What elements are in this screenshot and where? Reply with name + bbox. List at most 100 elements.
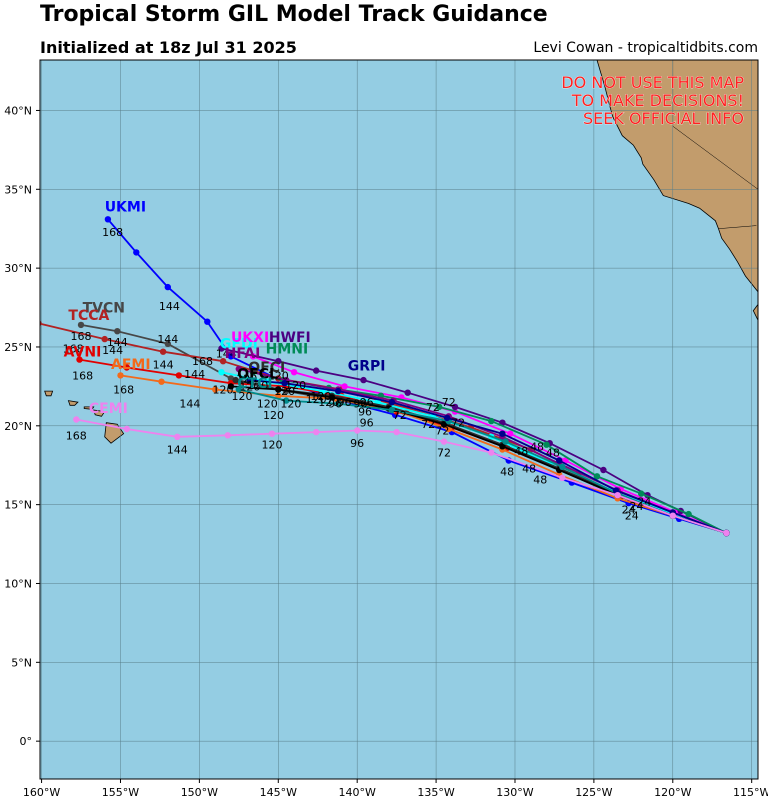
track-point-ukmi xyxy=(227,353,235,360)
forecast-hour-label: 144 xyxy=(167,443,188,456)
axis-ticks: 160°W 155°W 150°W 145°W 140°W 135°W 130°W 125°W… xyxy=(4,104,768,799)
track-point-ctci xyxy=(388,406,396,414)
x-tick-label: 120°W xyxy=(654,786,691,799)
forecast-hour-label: 120 xyxy=(310,390,331,403)
track-point-cemi xyxy=(268,430,276,437)
forecast-hour-label: 96 xyxy=(328,398,342,411)
track-point-hwfi xyxy=(218,345,225,352)
track-point-hmni xyxy=(436,403,443,411)
track-point-ukmi xyxy=(204,318,211,325)
track-point-cemi xyxy=(669,512,676,519)
track-point-avni xyxy=(123,364,130,371)
track-point-cemi xyxy=(224,432,231,439)
track-point-grpi xyxy=(499,430,506,437)
track-point-grpi xyxy=(556,457,563,464)
forecast-hour-label: 48 xyxy=(546,447,560,460)
y-tick-label: 30°N xyxy=(4,262,32,275)
track-point-tcca xyxy=(219,358,227,365)
track-point-hmni xyxy=(543,441,550,448)
forecast-hour-label: 168 xyxy=(102,226,123,239)
forecast-hour-label: 48 xyxy=(522,462,536,475)
forecast-hour-label: 96 xyxy=(358,406,372,419)
forecast-hour-label: 48 xyxy=(533,473,547,486)
track-point-ctci xyxy=(235,386,242,393)
forecast-hour-label: 120 xyxy=(257,398,278,411)
y-tick-label: 5°N xyxy=(11,656,32,669)
forecast-hour-label: 72 xyxy=(393,409,407,422)
forecast-hour-label: 72 xyxy=(435,425,449,438)
forecast-hour-label: 120 xyxy=(261,439,282,452)
forecast-hour-label: 120 xyxy=(318,396,339,409)
model-label-cemi: CEMI xyxy=(89,401,128,417)
warning-line: DO NOT USE THIS MAP xyxy=(561,73,744,92)
track-point-hwfi xyxy=(404,389,411,396)
forecast-hour-label: 120 xyxy=(280,398,301,411)
forecast-hour-label: 120 xyxy=(274,385,295,398)
forecast-hour-label: 144 xyxy=(216,347,237,360)
model-label-hwfi: HWFI xyxy=(269,330,311,346)
y-tick-label: 35°N xyxy=(4,183,32,196)
track-point-ofci xyxy=(232,376,239,384)
forecast-hour-label: 168 xyxy=(113,384,134,397)
track-layer xyxy=(40,216,730,537)
track-point-tvcn xyxy=(77,321,85,329)
forecast-hour-label: 120 xyxy=(231,390,252,403)
track-point-tcca xyxy=(40,320,42,327)
track-point-ukxi xyxy=(290,369,298,376)
land-maui xyxy=(93,409,106,417)
model-label-ofcl: OFCL xyxy=(237,367,278,383)
x-tick-label: 130°W xyxy=(496,786,533,799)
track-point-ctci xyxy=(502,438,509,445)
forecast-hour-label: 168 xyxy=(71,330,92,343)
forecast-hour-label: 24 xyxy=(625,510,639,523)
track-point-hwfi xyxy=(451,403,459,411)
track-point-cemi xyxy=(174,433,181,440)
forecast-hour-label: 120 xyxy=(263,409,284,422)
forecast-hour-label: 120 xyxy=(247,379,268,392)
model-label-ukxi: UKXI xyxy=(231,330,269,346)
track-point-cemi xyxy=(354,427,361,434)
forecast-hour-label: 120 xyxy=(236,373,257,386)
forecast-hour-label: 48 xyxy=(530,440,544,453)
x-tick-label: 140°W xyxy=(338,786,375,799)
x-tick-label: 125°W xyxy=(575,786,612,799)
init-time: Initialized at 18z Jul 31 2025 xyxy=(40,38,297,57)
track-point-ofcl xyxy=(440,421,448,428)
forecast-hour-label: 24 xyxy=(637,495,651,508)
track-point-cemi xyxy=(614,492,621,499)
grid-layer xyxy=(40,60,758,779)
track-point-ukxi xyxy=(507,430,514,437)
model-label-grpi: GRPI xyxy=(348,359,386,375)
y-tick-label: 20°N xyxy=(4,420,32,433)
model-label-tvcn: TVCN xyxy=(83,300,125,316)
track-point-gfdi xyxy=(218,369,225,376)
track-point-ofcl xyxy=(275,386,282,393)
track-line-cemi xyxy=(76,418,727,534)
track-point-aemi xyxy=(158,378,165,385)
track-point-ctci xyxy=(559,463,566,470)
track-point-grpi xyxy=(246,376,254,384)
track-point-aemi xyxy=(117,372,124,379)
track-point-aemi xyxy=(275,392,282,399)
track-point-ctci xyxy=(335,400,342,407)
track-point-hwfi xyxy=(313,367,320,374)
forecast-hour-label: 72 xyxy=(426,401,440,414)
y-tick-label: 40°N xyxy=(4,104,32,117)
forecast-hour-label: 96 xyxy=(360,396,374,409)
track-point-tvcn xyxy=(164,340,171,347)
forecast-hour-label: 72 xyxy=(451,417,465,430)
y-tick-label: 0° xyxy=(20,735,33,748)
model-label-ukmi: UKMI xyxy=(105,199,146,215)
track-cemi xyxy=(73,416,730,537)
track-point-hwfi xyxy=(600,466,607,474)
track-point-hmni xyxy=(685,510,692,518)
track-point-cemi xyxy=(313,428,320,436)
y-tick-label: 25°N xyxy=(4,341,32,354)
warning-line: SEEK OFFICIAL INFO xyxy=(583,109,744,128)
forecast-hour-label: 144 xyxy=(157,333,178,346)
track-point-avni xyxy=(76,356,83,363)
forecast-hour-label: 144 xyxy=(184,368,205,381)
forecast-hour-label: 96 xyxy=(353,398,367,411)
track-point-aemi xyxy=(212,386,219,393)
